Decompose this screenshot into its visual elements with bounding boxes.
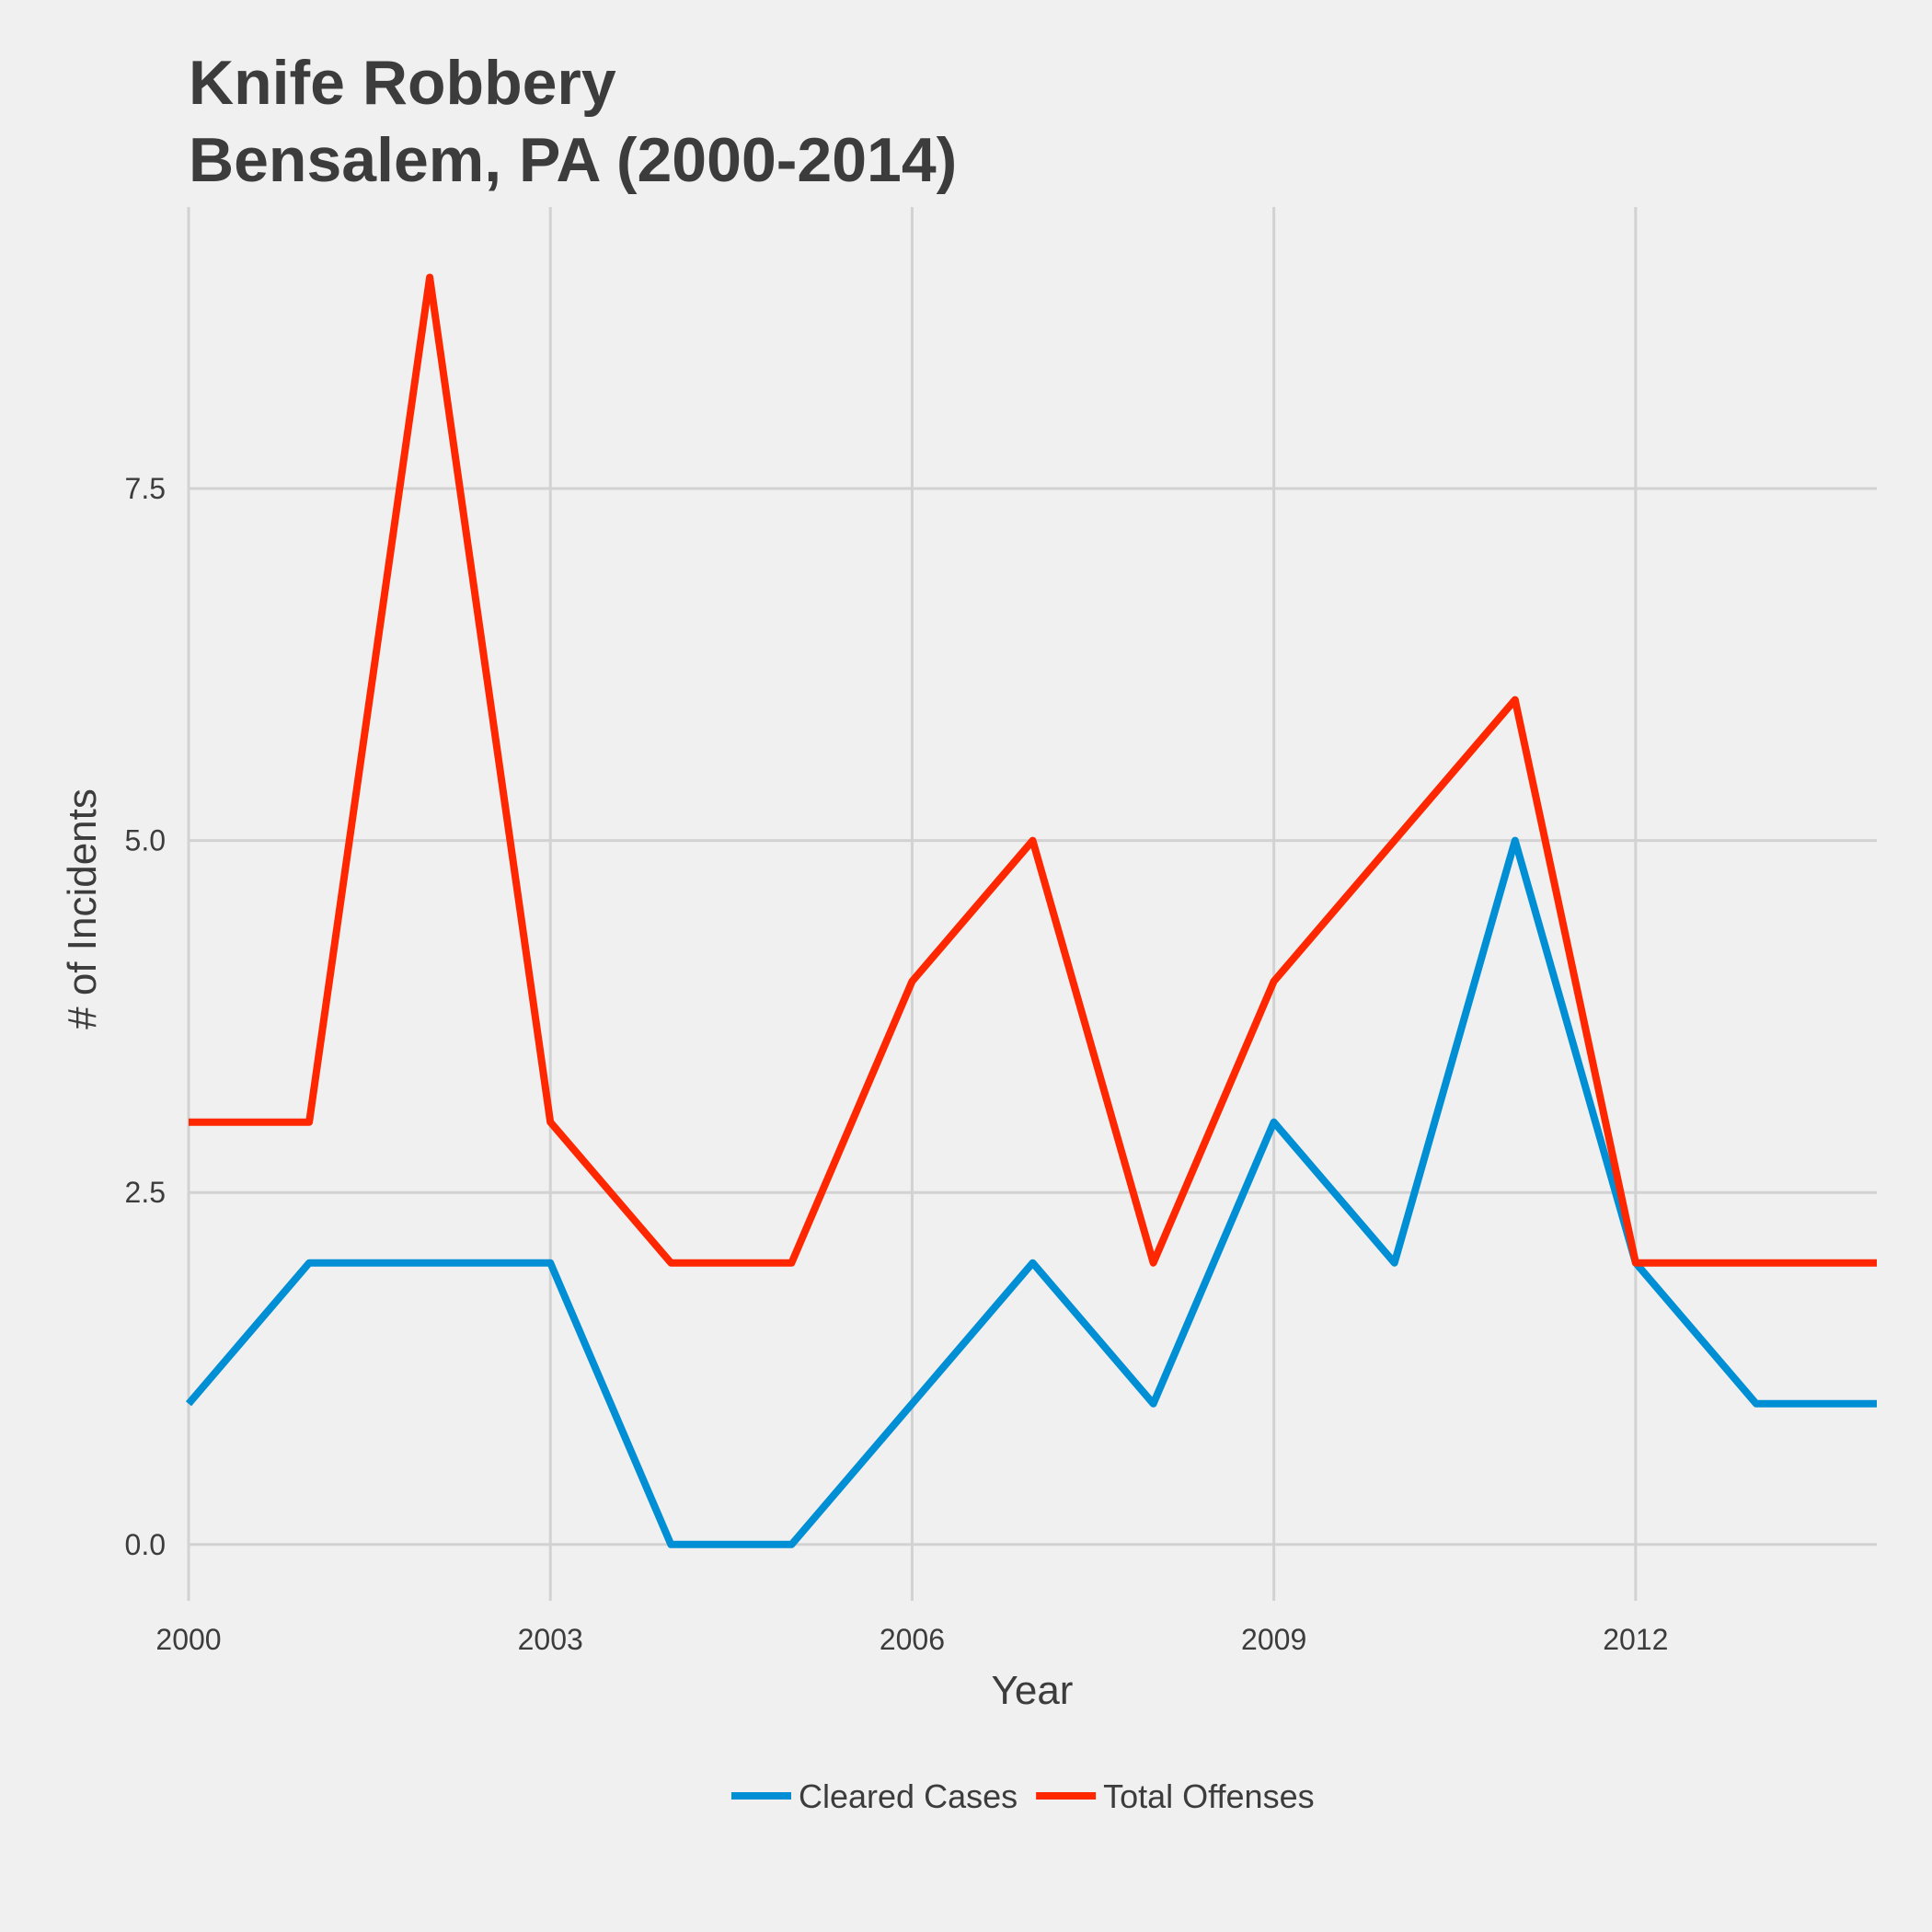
series-line-cleared-cases xyxy=(185,836,1877,1548)
x-tick-label: 2009 xyxy=(1241,1623,1306,1656)
chart-title-line-2: Bensalem, PA (2000-2014) xyxy=(189,125,957,195)
y-tick-label: 5.0 xyxy=(125,824,166,857)
y-tick-label: 7.5 xyxy=(125,472,166,505)
x-axis-title: Year xyxy=(992,1668,1074,1713)
y-tick-label: 2.5 xyxy=(125,1176,166,1209)
legend: Cleared Cases Total Offenses xyxy=(731,1777,1315,1815)
legend-label-total-offenses: Total Offenses xyxy=(1103,1777,1314,1815)
x-tick-label: 2006 xyxy=(880,1623,945,1656)
legend-label-cleared-cases: Cleared Cases xyxy=(799,1777,1018,1815)
x-tick-label: 2003 xyxy=(518,1623,583,1656)
x-tick-label: 2012 xyxy=(1603,1623,1668,1656)
y-tick-labels: 0.0 2.5 5.0 7.5 xyxy=(125,472,166,1561)
grid-lines xyxy=(187,207,1877,1601)
y-tick-label: 0.0 xyxy=(125,1528,166,1561)
y-axis-title: # of Incidents xyxy=(60,788,105,1029)
x-tick-label: 2000 xyxy=(155,1623,221,1656)
series-line-total-offenses xyxy=(189,273,1877,1267)
chart-title-line-1: Knife Robbery xyxy=(189,48,616,118)
x-tick-labels: 2000 2003 2006 2009 2012 xyxy=(155,1623,1668,1656)
series-lines xyxy=(185,273,1877,1548)
